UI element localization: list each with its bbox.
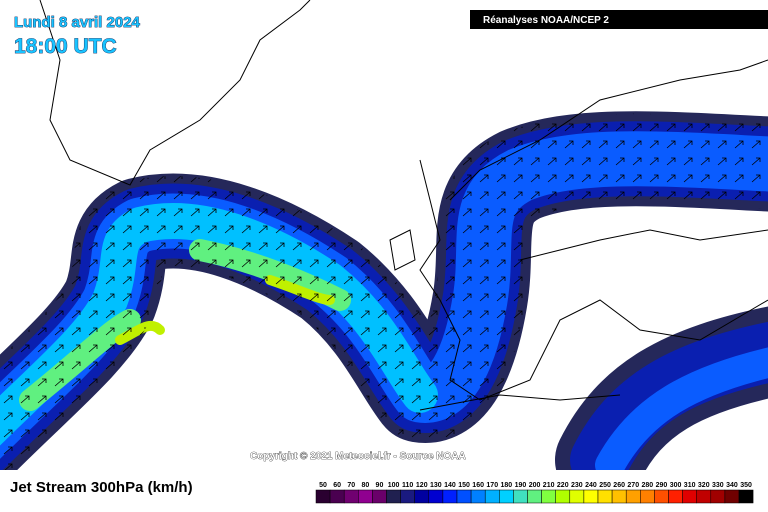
legend-swatch [738,489,754,504]
legend-label: 180 [501,482,513,489]
legend-label: 290 [656,482,668,489]
legend-swatch [611,489,627,504]
legend-label: 260 [613,482,625,489]
legend-swatch [724,489,740,504]
legend-label: 200 [529,482,541,489]
legend-label: 220 [557,482,569,489]
legend-swatch [640,489,655,504]
legend-swatch [710,489,726,504]
legend-swatch [625,489,641,504]
legend-label: 120 [416,482,428,489]
legend-swatch [470,489,486,504]
legend-label: 310 [684,482,696,489]
legend-label: 190 [515,482,527,489]
legend-swatch [569,489,585,504]
legend-label: 350 [740,482,752,489]
legend: 50 60 70 80 90 100 110 120 130 140 150 160 170 180 190… [315,482,754,504]
legend-label: 50 [319,482,327,489]
legend-swatch [513,489,528,504]
legend-label: 210 [543,482,555,489]
legend-label: 150 [458,482,470,489]
jet-stream [0,111,768,505]
legend-label: 130 [430,482,442,489]
legend-label: 250 [599,482,611,489]
coastlines [39,0,768,411]
date: Lundi 8 avril 2024 [14,14,141,31]
legend-swatch [386,489,401,504]
legend-label: 300 [670,482,682,489]
legend-label: 230 [571,482,583,489]
legend-swatch [358,489,373,504]
legend-label: 110 [402,482,413,489]
legend-swatch [654,489,669,504]
legend-label: 70 [347,482,355,489]
legend-label: 320 [698,482,710,489]
legend-label: 240 [585,482,597,489]
legend-swatch [527,489,542,504]
legend-label: 170 [486,482,498,489]
legend-swatch [484,489,500,504]
legend-swatch [499,489,514,504]
legend-swatch [456,489,472,504]
legend-swatch [343,489,359,504]
legend-label: 330 [712,482,724,489]
legend-swatch [597,489,613,504]
legend-label: 280 [642,482,654,489]
source: Réanalyses NOAA/NCEP 2 [483,15,609,26]
legend-label: 340 [726,482,738,489]
legend-swatch [329,489,345,504]
legend-swatch [315,489,331,504]
legend-swatch [583,489,599,504]
legend-swatch [372,489,387,504]
legend-label: 90 [376,482,384,489]
legend-label: 140 [444,482,456,489]
legend-label: 160 [472,482,484,489]
legend-swatch [414,489,430,504]
legend-label: 80 [361,482,369,489]
legend-swatch [696,489,712,504]
time: 18:00 UTC [14,35,117,58]
map-title: Jet Stream 300hPa (km/h) [10,479,193,496]
legend-label: 60 [333,482,341,489]
legend-swatch [541,489,556,504]
legend-swatch [668,489,683,504]
legend-swatch [442,489,458,504]
copyright: Copyright © 2021 Meteociel.fr - Source N… [250,451,466,462]
legend-swatch [428,489,444,504]
source-banner [470,10,768,29]
legend-swatch [682,489,697,504]
legend-swatch [555,489,571,504]
legend-label: 270 [627,482,639,489]
legend-swatch [400,489,415,504]
legend-label: 100 [388,482,400,489]
